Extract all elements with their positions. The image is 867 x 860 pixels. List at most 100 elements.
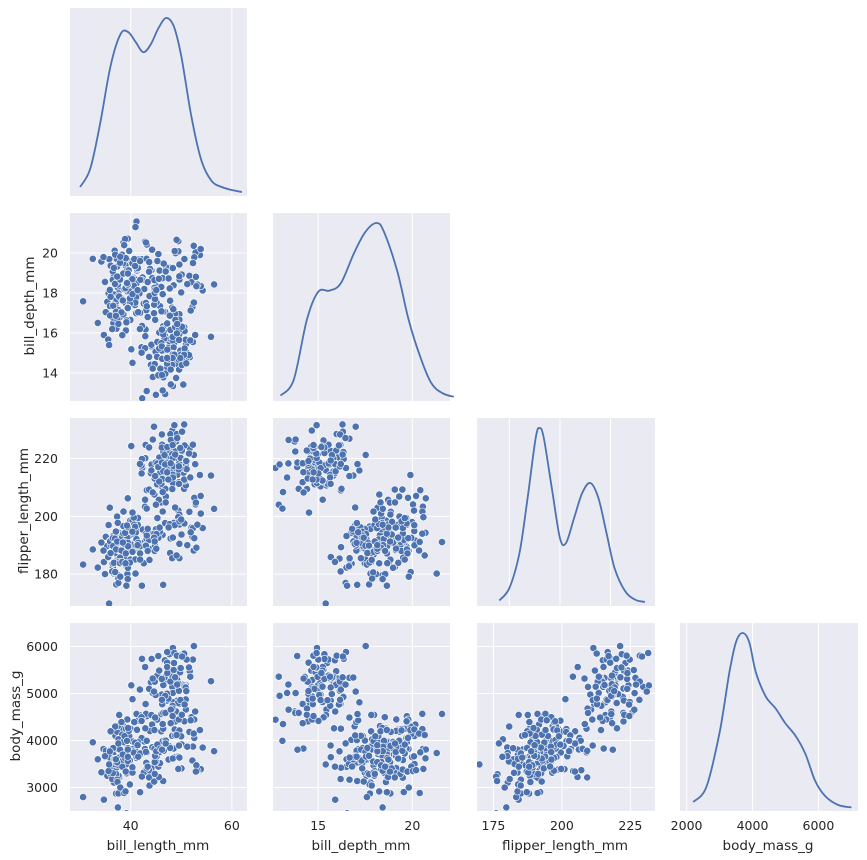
scatter-point: [142, 238, 150, 247]
scatter-point: [150, 537, 159, 546]
scatter-point: [404, 734, 412, 742]
scatter-point: [592, 694, 601, 703]
scatter-point: [123, 521, 131, 530]
scatter-point: [168, 712, 177, 720]
scatter-point: [638, 652, 646, 661]
scatter-point: [344, 562, 353, 571]
scatter-point: [369, 507, 378, 516]
scatter-point: [326, 672, 334, 681]
scatter-point: [336, 430, 344, 439]
scatter-point: [191, 707, 200, 716]
scatter-point: [189, 298, 198, 307]
scatter-point: [93, 563, 102, 572]
scatter-point: [105, 747, 114, 756]
scatter-point: [100, 558, 108, 566]
scatter-point: [100, 795, 108, 804]
scatter-point: [415, 538, 424, 546]
scatter-point: [345, 713, 354, 722]
scatter-point: [174, 462, 183, 471]
scatter-point: [143, 278, 152, 286]
scatter-point: [398, 485, 407, 494]
scatter-point: [182, 687, 191, 695]
scatter-point: [404, 572, 413, 581]
scatter-point: [326, 741, 335, 750]
scatter-point: [331, 467, 340, 476]
scatter-point: [580, 674, 589, 683]
scatter-point: [529, 724, 538, 732]
scatter-point: [191, 331, 200, 339]
scatter-point: [134, 752, 143, 761]
scatter-point: [419, 765, 428, 773]
scatter-point: [121, 787, 130, 796]
scatter-point: [136, 257, 144, 265]
scatter-point: [122, 318, 131, 327]
scatter-point: [123, 809, 130, 811]
scatter-point: [151, 315, 160, 324]
scatter-point: [365, 751, 373, 760]
scatter-point: [170, 247, 179, 255]
scatter-point: [421, 754, 430, 763]
scatter-point: [353, 460, 362, 468]
scatter-point: [171, 503, 179, 512]
scatter-point: [391, 523, 400, 532]
scatter-point: [353, 580, 362, 589]
scatter-point: [546, 762, 554, 771]
scatter-point: [128, 763, 137, 772]
scatter-point: [172, 373, 180, 382]
scatter-point: [617, 663, 626, 672]
scatter-point: [309, 712, 318, 720]
scatter-point: [613, 724, 621, 733]
panel-flipper-length-vs-flipper-length: [477, 418, 655, 606]
scatter-point: [124, 724, 133, 732]
scatter-point: [142, 302, 151, 311]
scatter-point: [193, 520, 202, 529]
scatter-point: [93, 318, 102, 327]
scatter-point: [345, 554, 354, 563]
scatter-point: [130, 718, 139, 726]
panel-body-mass-vs-flipper-length-points: [477, 642, 653, 811]
scatter-point: [164, 274, 173, 283]
scatter-point: [525, 762, 534, 771]
xtick-label: 40: [123, 818, 139, 833]
scatter-point: [370, 770, 379, 778]
scatter-point: [113, 518, 122, 527]
scatter-point: [342, 532, 351, 540]
scatter-point: [534, 770, 543, 778]
scatter-point: [385, 767, 394, 776]
scatter-point: [547, 748, 556, 756]
scatter-point: [284, 435, 293, 444]
scatter-point: [410, 506, 418, 515]
scatter-point: [415, 546, 423, 555]
scatter-point: [381, 762, 389, 771]
scatter-point: [104, 767, 113, 775]
scatter-point: [105, 285, 114, 294]
scatter-point: [420, 731, 429, 739]
scatter-point: [338, 673, 347, 682]
panel-bill-length-vs-bill-length-background: [70, 8, 247, 196]
scatter-point: [573, 663, 582, 671]
scatter-point: [145, 556, 154, 564]
scatter-point: [330, 724, 338, 733]
scatter-point: [530, 741, 539, 750]
scatter-point: [371, 515, 380, 524]
scatter-point: [326, 479, 335, 488]
scatter-point: [283, 689, 291, 697]
scatter-point: [600, 681, 609, 689]
scatter-point: [158, 720, 167, 728]
scatter-point: [196, 491, 205, 500]
scatter-point: [565, 747, 573, 756]
scatter-point: [180, 420, 189, 429]
scatter-point: [537, 777, 546, 786]
scatter-point: [142, 736, 151, 745]
scatter-point: [293, 745, 302, 754]
scatter-point: [192, 543, 201, 552]
scatter-point: [185, 507, 194, 516]
scatter-point: [317, 669, 326, 677]
scatter-point: [309, 441, 318, 449]
scatter-point: [182, 359, 191, 368]
ytick-label: 6000: [26, 639, 58, 654]
scatter-point: [375, 490, 384, 499]
scatter-point: [128, 275, 137, 284]
scatter-point: [331, 558, 339, 566]
scatter-point: [326, 683, 335, 692]
